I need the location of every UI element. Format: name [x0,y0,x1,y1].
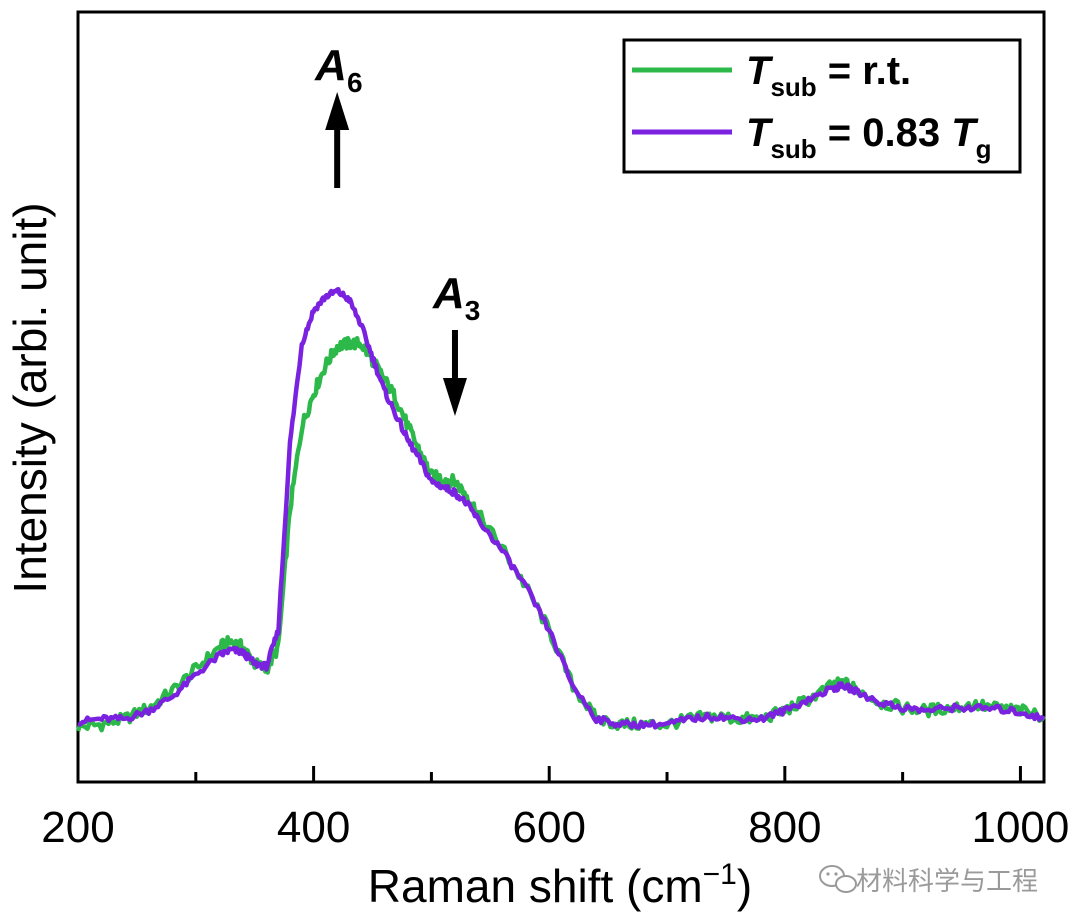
series-line-1 [75,335,1046,733]
legend-box [622,38,1022,174]
legend-item-2: Tsub = 0.83 Tg [632,111,992,164]
legend-label: Tsub = 0.83 Tg [746,111,992,164]
legend: Tsub = r.t. Tsub = 0.83 Tg [622,38,1022,174]
series-line-2 [77,286,1046,730]
legend-label: Tsub = r.t. [746,49,911,102]
x-tick-label: 600 [513,803,586,852]
x-axis-title-superscript: −1 [703,858,737,891]
x-axis-title-close: ) [737,860,752,912]
x-axis-title-main: Raman shift (cm [368,860,703,912]
peak-annotation-2: A3 [432,269,480,416]
x-tick-label: 400 [277,803,350,852]
annotation-arrowhead [325,92,350,130]
wechat-icon [819,865,857,893]
plot-frame [76,10,1046,784]
annotation-label: A6 [314,41,362,98]
annotation-arrowhead [442,378,467,416]
watermark-text: 材料科学与工程 [856,867,1038,897]
x-tick-label: 200 [41,803,114,852]
x-axis-title: Raman shift (cm−1) [368,858,752,912]
annotation-label: A3 [432,269,480,326]
y-axis-title: Intensity (arbi. unit) [4,202,56,593]
x-ticks: 200 400 600 800 1000 [41,766,1069,852]
watermark: 材料科学与工程 [819,865,1038,897]
legend-item-1: Tsub = r.t. [632,49,911,102]
x-tick-label: 800 [748,803,821,852]
plot-border [76,10,1046,784]
peak-annotations: A6 A3 [314,41,480,416]
peak-annotation-1: A6 [314,41,363,188]
x-tick-label: 1000 [971,803,1069,852]
series-lines [75,286,1046,733]
